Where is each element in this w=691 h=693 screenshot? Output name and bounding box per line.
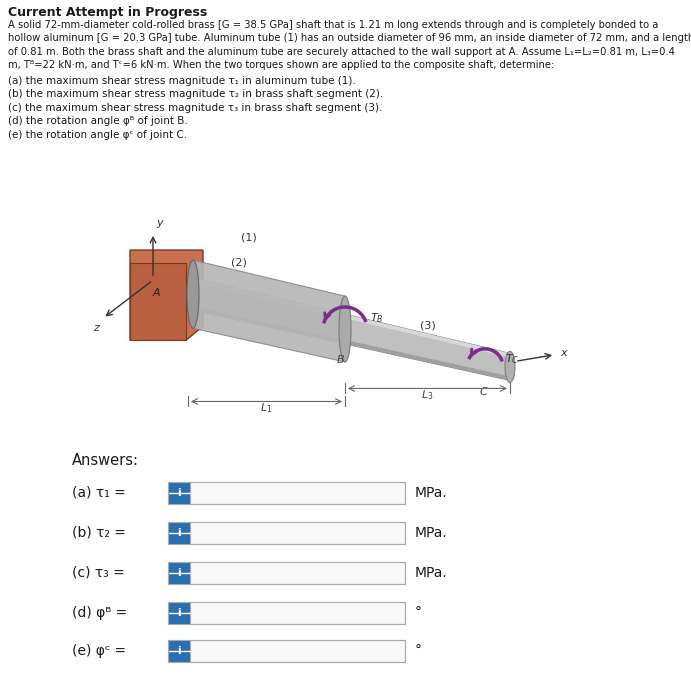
Text: MPa.: MPa. [415, 526, 448, 540]
Text: C: C [480, 387, 488, 397]
Text: (e) the rotation angle φᶜ of joint C.: (e) the rotation angle φᶜ of joint C. [8, 130, 187, 140]
Polygon shape [130, 263, 186, 340]
Text: x: x [560, 347, 567, 358]
Ellipse shape [187, 260, 199, 328]
FancyBboxPatch shape [168, 640, 190, 662]
Text: $T_C$: $T_C$ [505, 352, 519, 366]
FancyBboxPatch shape [168, 562, 190, 584]
Polygon shape [193, 306, 510, 380]
Text: °: ° [415, 644, 422, 658]
Polygon shape [193, 278, 510, 380]
Text: B: B [337, 355, 345, 365]
Text: (c) τ₃ =: (c) τ₃ = [72, 565, 125, 580]
FancyBboxPatch shape [190, 522, 405, 544]
Text: (d) the rotation angle φᴮ of joint B.: (d) the rotation angle φᴮ of joint B. [8, 116, 188, 126]
Text: of 0.81 m. Both the brass shaft and the aluminum tube are securely attached to t: of 0.81 m. Both the brass shaft and the … [8, 47, 675, 57]
Text: A: A [152, 288, 160, 298]
Polygon shape [130, 250, 203, 340]
Text: i: i [177, 488, 181, 498]
Text: Answers:: Answers: [72, 453, 139, 468]
FancyBboxPatch shape [190, 602, 405, 624]
FancyBboxPatch shape [168, 522, 190, 544]
Text: $T_B$: $T_B$ [370, 311, 384, 325]
FancyBboxPatch shape [168, 482, 190, 504]
FancyBboxPatch shape [168, 602, 190, 624]
Text: °: ° [415, 606, 422, 620]
Text: (b) the maximum shear stress magnitude τ₂ in brass shaft segment (2).: (b) the maximum shear stress magnitude τ… [8, 89, 384, 100]
Ellipse shape [505, 351, 515, 383]
Text: Current Attempt in Progress: Current Attempt in Progress [8, 6, 207, 19]
Text: i: i [177, 568, 181, 578]
Polygon shape [193, 278, 510, 358]
Text: (b) τ₂ =: (b) τ₂ = [72, 526, 126, 540]
FancyBboxPatch shape [190, 482, 405, 504]
Text: MPa.: MPa. [415, 565, 448, 580]
Text: $L_3$: $L_3$ [422, 389, 434, 402]
Text: i: i [177, 646, 181, 656]
Text: (1): (1) [241, 233, 257, 243]
Text: A solid 72-mm-diameter cold-rolled brass [G = 38.5 GPa] shaft that is 1.21 m lon: A solid 72-mm-diameter cold-rolled brass… [8, 20, 659, 30]
Text: m, Tᴮ=22 kN·m, and Tᶜ=6 kN·m. When the two torques shown are applied to the comp: m, Tᴮ=22 kN·m, and Tᶜ=6 kN·m. When the t… [8, 60, 554, 71]
Text: (3): (3) [419, 321, 435, 331]
Text: (c) the maximum shear stress magnitude τ₃ in brass shaft segment (3).: (c) the maximum shear stress magnitude τ… [8, 103, 382, 113]
Text: z: z [93, 323, 99, 333]
Text: MPa.: MPa. [415, 486, 448, 500]
Text: i: i [177, 528, 181, 538]
Text: (d) φᴮ =: (d) φᴮ = [72, 606, 127, 620]
Ellipse shape [339, 296, 351, 362]
Text: y: y [156, 218, 162, 228]
Text: (a) τ₁ =: (a) τ₁ = [72, 486, 126, 500]
Text: (a) the maximum shear stress magnitude τ₁ in aluminum tube (1).: (a) the maximum shear stress magnitude τ… [8, 76, 356, 86]
Text: (e) φᶜ =: (e) φᶜ = [72, 644, 126, 658]
Text: (2): (2) [231, 258, 247, 268]
Text: i: i [177, 608, 181, 618]
Text: $L_1$: $L_1$ [261, 401, 273, 415]
FancyBboxPatch shape [190, 640, 405, 662]
FancyBboxPatch shape [190, 562, 405, 584]
Polygon shape [193, 260, 345, 362]
Text: hollow aluminum [G = 20.3 GPa] tube. Aluminum tube (1) has an outside diameter o: hollow aluminum [G = 20.3 GPa] tube. Alu… [8, 33, 691, 44]
